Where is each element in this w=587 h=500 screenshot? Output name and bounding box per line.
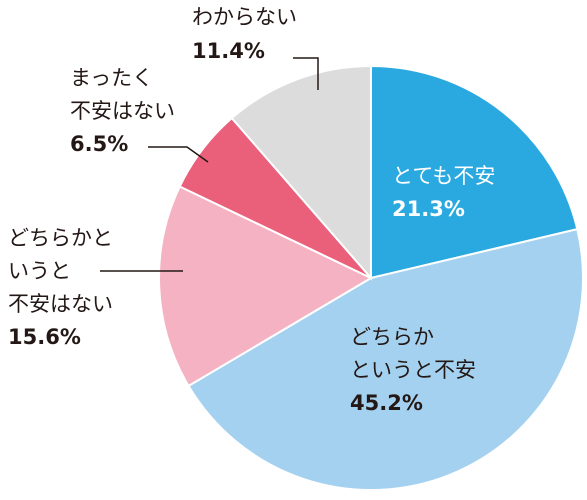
svg-text:とても不安: とても不安 [392, 164, 495, 188]
slice-label: というと不安 [350, 358, 476, 382]
slice-value: 11.4% [192, 39, 265, 63]
slice-value: 15.6% [8, 325, 81, 349]
slice-label: とても不安 [392, 164, 495, 188]
slice-value: 6.5% [70, 132, 128, 156]
slice-label: まったく [70, 66, 153, 90]
leader-line [293, 57, 319, 90]
slice-label: どちらか [350, 325, 434, 349]
slice-label: 不安はない [70, 99, 175, 123]
slice-label: どちらかと [8, 226, 113, 250]
label-wakaranai: わからない 11.4% [192, 5, 319, 90]
label-mattaku-fuan-nai: まったく 不安はない 6.5% [70, 66, 209, 163]
slice-label: わからない [192, 5, 297, 29]
label-dochiraka-fuan: どちらか というと不安 45.2% [350, 325, 476, 415]
slice-value: 45.2% [350, 391, 423, 415]
pie-slice-2 [158, 185, 374, 388]
leader-line [148, 146, 209, 163]
pie-slices [158, 64, 585, 491]
slice-label: 不安はない [8, 292, 113, 316]
label-totemo-fuan: とても不安 21.3% [392, 164, 495, 221]
pie-slice-1 [187, 227, 585, 491]
label-dochiraka-fuan-nai: どちらかと いうと 不安はない 15.6% [8, 226, 183, 349]
slice-label: いうと [8, 259, 71, 283]
slice-value: 21.3% [392, 197, 465, 221]
pie-slice-0 [370, 64, 579, 280]
pie-slice-4 [230, 64, 372, 281]
